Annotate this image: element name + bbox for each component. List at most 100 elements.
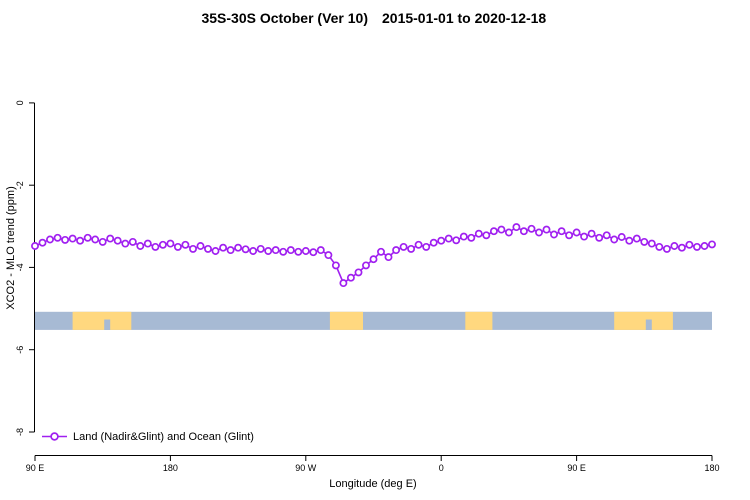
data-point — [392, 246, 401, 255]
data-point — [670, 242, 679, 250]
ocean-notch — [104, 319, 111, 330]
data-point — [452, 236, 461, 245]
data-point — [128, 237, 137, 246]
data-point — [587, 229, 596, 238]
y-tick-label: -2 — [15, 181, 25, 189]
data-point — [83, 233, 92, 242]
data-point — [700, 242, 709, 250]
data-point — [143, 239, 152, 248]
x-tick-label: 90 E — [567, 463, 586, 473]
data-point — [249, 247, 258, 255]
data-point — [535, 228, 543, 237]
data-point — [339, 279, 348, 288]
data-point — [151, 242, 160, 251]
data-point — [407, 244, 416, 253]
land-segment — [614, 311, 673, 330]
y-tick-label: -8 — [15, 428, 25, 436]
data-point — [189, 244, 197, 253]
data-point — [106, 234, 115, 243]
data-point — [121, 239, 130, 248]
data-point — [565, 231, 574, 240]
y-tick-label: -4 — [15, 263, 25, 271]
data-point — [271, 246, 280, 255]
data-point — [369, 255, 378, 264]
data-point — [617, 233, 626, 241]
data-point — [437, 236, 446, 245]
data-point — [519, 227, 528, 236]
data-point — [504, 228, 513, 237]
data-point — [76, 236, 85, 245]
data-point — [632, 234, 641, 243]
data-point — [610, 235, 619, 244]
data-point — [527, 224, 536, 233]
data-point — [256, 244, 265, 253]
data-point — [557, 227, 566, 236]
data-point — [708, 240, 716, 249]
data-point — [204, 244, 212, 253]
data-point — [38, 238, 47, 247]
data-point — [324, 251, 333, 260]
data-point — [294, 247, 303, 256]
y-axis-title: XCO2 - MLO trend (ppm) — [5, 186, 17, 309]
data-point — [467, 233, 476, 242]
data-point — [68, 234, 77, 243]
data-point — [550, 230, 558, 239]
data-point — [286, 246, 295, 255]
data-point — [512, 223, 521, 232]
data-point — [580, 232, 589, 241]
data-point — [542, 225, 551, 234]
x-tick-label: 180 — [163, 463, 178, 473]
data-point — [444, 234, 453, 243]
chart-title-left: 35S-30S October (Ver 10) — [201, 10, 368, 26]
data-point — [414, 240, 423, 249]
land-segment — [465, 311, 493, 330]
data-point — [422, 242, 431, 251]
data-point — [384, 253, 393, 262]
data-point — [279, 247, 288, 256]
data-point — [173, 242, 182, 251]
ocean-notch — [645, 319, 652, 330]
ocean-band — [35, 311, 712, 330]
y-tick-label: -6 — [15, 346, 25, 354]
data-point — [640, 237, 649, 246]
data-point — [647, 239, 656, 248]
data-point — [316, 246, 325, 255]
data-point — [677, 243, 686, 252]
data-point — [497, 225, 506, 234]
data-point — [226, 246, 235, 255]
legend-marker-icon — [50, 432, 59, 441]
data-point — [166, 239, 175, 248]
data-point — [61, 235, 70, 244]
data-point — [113, 236, 122, 245]
x-tick-label: 0 — [439, 463, 444, 473]
data-point — [362, 261, 370, 270]
data-point — [474, 229, 483, 238]
data-point — [346, 273, 355, 282]
data-point — [211, 247, 220, 255]
data-point — [331, 261, 340, 270]
data-point — [301, 247, 310, 255]
data-point — [572, 228, 581, 237]
data-point — [482, 231, 491, 240]
data-point — [158, 240, 167, 249]
data-point — [309, 248, 318, 257]
data-point — [489, 227, 498, 236]
data-point — [693, 242, 701, 251]
data-point — [196, 242, 205, 250]
data-point — [399, 242, 408, 251]
legend-label: Land (Nadir&Glint) and Ocean (Glint) — [73, 431, 254, 443]
data-point — [377, 247, 385, 256]
data-point — [241, 245, 250, 254]
data-point — [685, 240, 694, 249]
land-segment — [72, 311, 132, 330]
x-tick-label: 90 W — [295, 463, 317, 473]
chart-title-right: 2015-01-01 to 2020-12-18 — [382, 10, 546, 26]
x-tick-label: 180 — [704, 463, 719, 473]
data-point — [136, 242, 145, 250]
data-point — [53, 233, 62, 242]
x-axis-title: Longitude (deg E) — [329, 478, 416, 490]
data-point — [98, 237, 107, 246]
data-point — [655, 242, 664, 251]
